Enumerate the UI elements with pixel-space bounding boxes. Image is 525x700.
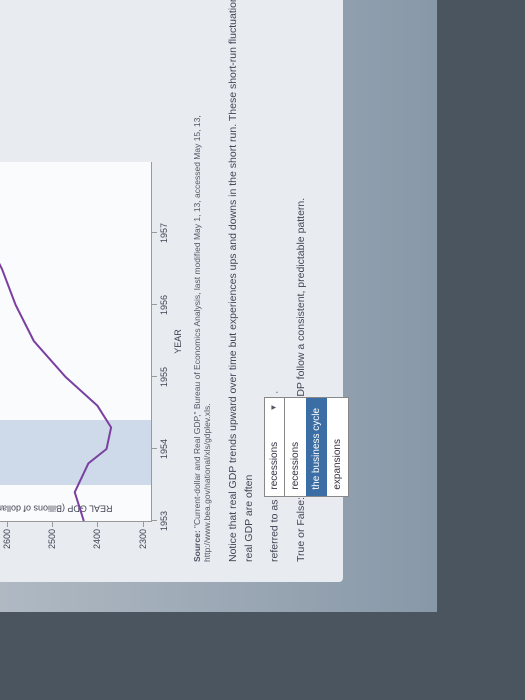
source-citation: Source: "Current-dollar and Real GDP," B… <box>192 0 212 562</box>
x-tick-label: 1955 <box>159 367 169 387</box>
source-text: "Current-dollar and Real GDP," Bureau of… <box>192 115 212 562</box>
x-tick-label: 1956 <box>159 295 169 315</box>
y-tick <box>143 521 144 527</box>
x-tick-label: 1954 <box>159 439 169 459</box>
gdp-chart: REAL GDP (Billions of dollars) YEAR 2300… <box>0 162 152 522</box>
x-axis-title: YEAR <box>173 329 183 354</box>
chevron-down-icon: ▼ <box>268 404 280 412</box>
x-tick <box>151 448 157 449</box>
x-tick <box>151 520 157 521</box>
true-false-label: True or False: <box>295 497 307 562</box>
x-tick-label: 1953 <box>159 511 169 531</box>
dropdown-list: recessionsthe business cycleexpansions <box>284 397 349 497</box>
gdp-line <box>0 162 151 521</box>
y-tick-label: 2400 <box>92 529 102 549</box>
question-text-line2: referred to as recessions ▼ recessionsth… <box>264 0 285 562</box>
dropdown-option[interactable]: expansions <box>327 398 348 496</box>
dropdown-option[interactable]: the business cycle <box>306 398 327 496</box>
y-tick-label: 2500 <box>47 529 57 549</box>
dropdown-selected: recessions <box>267 442 282 490</box>
x-tick <box>151 376 157 377</box>
dropdown-option[interactable]: recessions <box>285 398 306 496</box>
question-panel: ? REAL GDP (Billions of dollars) YEAR 23… <box>0 0 343 582</box>
x-tick-label: 1957 <box>159 223 169 243</box>
answer-dropdown[interactable]: recessions ▼ recessionsthe business cycl… <box>264 397 285 497</box>
x-tick <box>151 304 157 305</box>
question-text-line1: Notice that real GDP trends upward over … <box>226 0 258 562</box>
y-tick <box>52 521 53 527</box>
y-tick-label: 2600 <box>2 529 12 549</box>
line2-prefix: referred to as <box>268 500 280 562</box>
x-tick <box>151 232 157 233</box>
sentence-period: . <box>268 391 280 394</box>
y-tick <box>7 521 8 527</box>
y-tick-label: 2300 <box>138 529 148 549</box>
y-tick <box>97 521 98 527</box>
source-label: Source: <box>192 530 202 562</box>
